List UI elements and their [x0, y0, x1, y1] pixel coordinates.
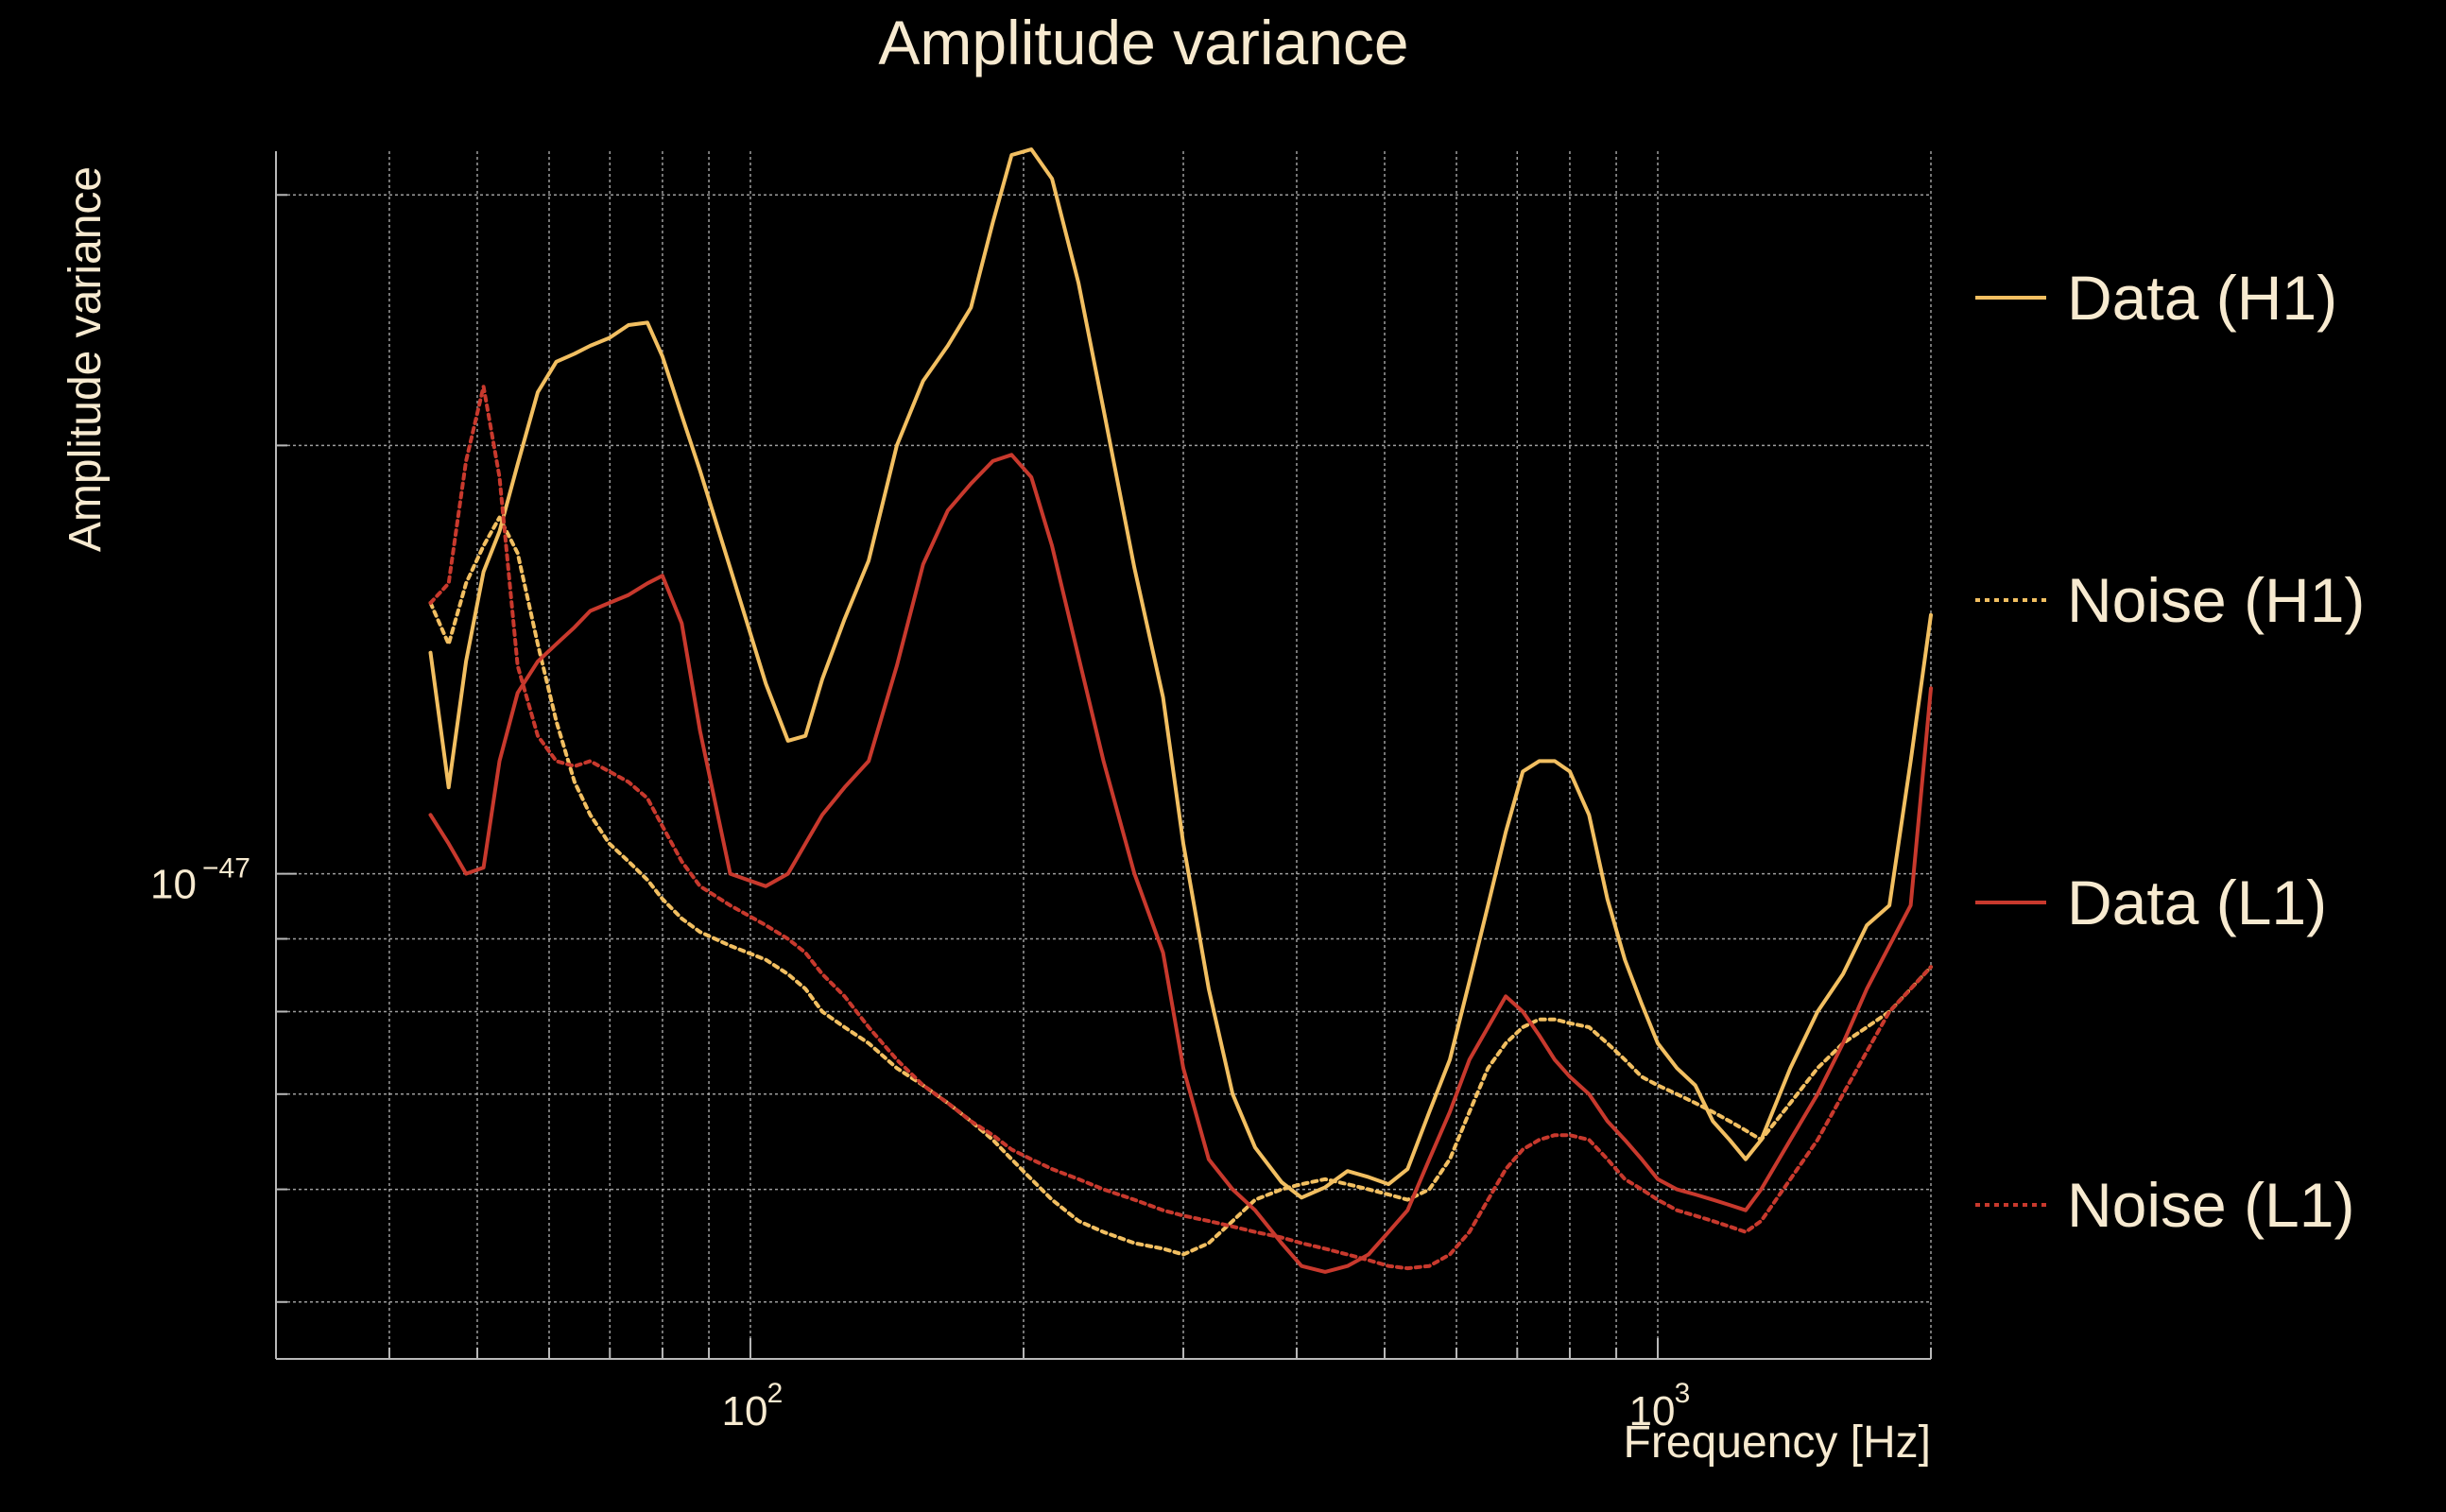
legend-entry: Data (H1): [1975, 263, 2337, 333]
legend: Data (H1) Noise (H1) Data (L1) Noise (L1): [1975, 263, 2365, 1240]
legend-label: Data (L1): [2067, 868, 2327, 937]
chart-title: Amplitude variance: [878, 8, 1408, 77]
x-tick-label: 10 3: [1629, 1378, 1691, 1435]
y-tick-labels: 10 −47: [150, 853, 250, 908]
x-tick-label: 10 2: [722, 1378, 784, 1435]
legend-entry: Noise (L1): [1975, 1170, 2354, 1240]
x-tick-exponent: 2: [767, 1378, 784, 1409]
x-tick-base: 10: [1629, 1388, 1676, 1435]
series-line-data-h1: [428, 147, 1933, 1200]
axes: [275, 151, 1932, 1360]
x-tick-labels: 10 2 10 3: [722, 1378, 1691, 1435]
legend-entry: Data (L1): [1975, 868, 2327, 937]
y-tick-exponent: −47: [202, 853, 250, 885]
series-line-noise-l1: [428, 385, 1933, 1271]
series-line-data-l1: [428, 453, 1933, 1274]
y-axis-label: Amplitude variance: [60, 166, 111, 552]
x-tick-exponent: 3: [1675, 1378, 1691, 1409]
x-tick-base: 10: [722, 1388, 768, 1435]
legend-label: Data (H1): [2067, 263, 2337, 333]
legend-entry: Noise (H1): [1975, 565, 2365, 635]
series-group: [428, 147, 1933, 1274]
series-line-noise-h1: [428, 515, 1933, 1257]
x-axis-label: Frequency [Hz]: [1624, 1418, 1931, 1468]
y-tick-label: 10 −47: [150, 853, 250, 908]
legend-label: Noise (L1): [2067, 1170, 2354, 1240]
y-tick-base: 10: [150, 862, 197, 908]
legend-label: Noise (H1): [2067, 565, 2365, 635]
